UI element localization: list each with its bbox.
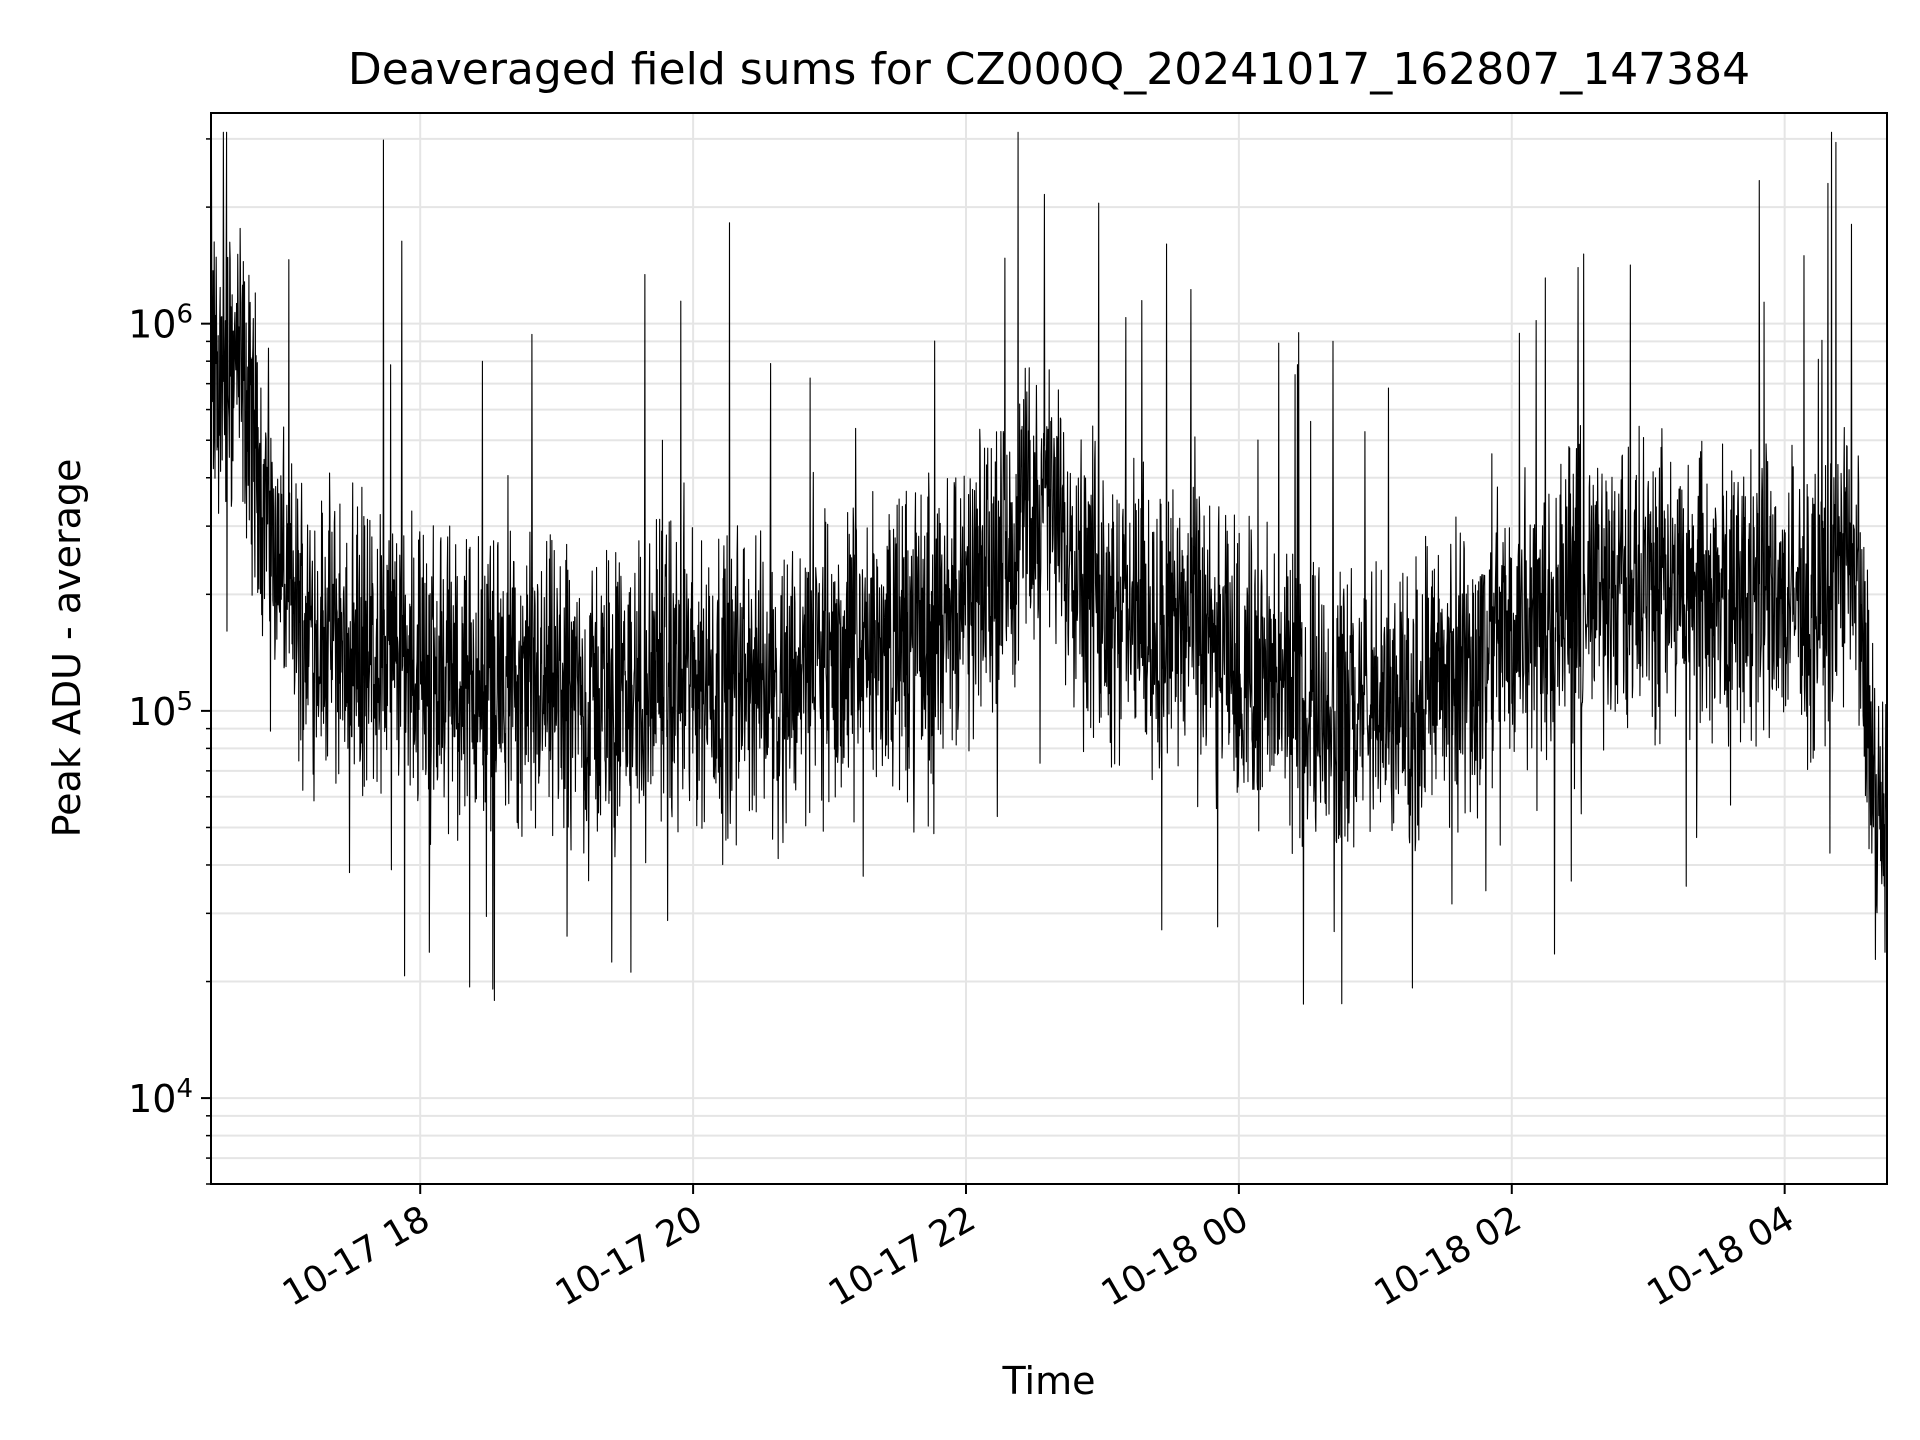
y-tick-label: 106: [128, 300, 193, 347]
y-tick-label: 104: [128, 1074, 193, 1121]
chart-title: Deaveraged field sums for CZ000Q_2024101…: [348, 44, 1750, 95]
series-line: [211, 131, 1887, 1005]
x-axis-label: Time: [1002, 1359, 1096, 1403]
plot-area: [211, 131, 1887, 1005]
y-axis: 104 105 106: [128, 138, 211, 1185]
y-tick-label: 105: [128, 687, 193, 734]
plot-frame: [210, 112, 1888, 1185]
y-axis-label: Peak ADU - average: [45, 459, 89, 838]
